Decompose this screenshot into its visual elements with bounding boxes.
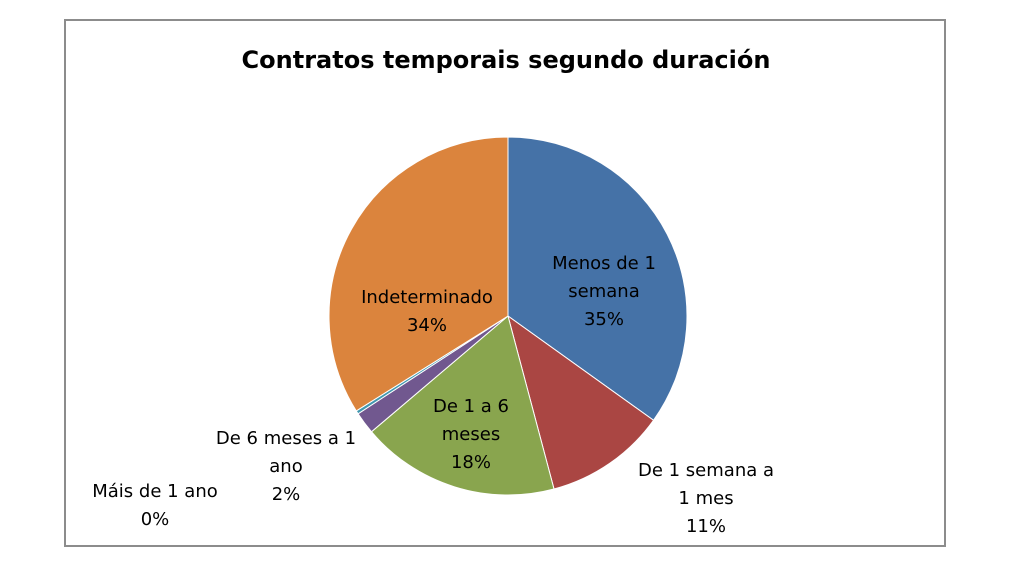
data-label-menos-de-1-semana: Menos de 1 semana 35% <box>552 253 656 330</box>
pie-slice-de-1-semana-a-1-mes <box>507 314 655 490</box>
chart-title: Contratos temporais segundo duración <box>242 46 771 74</box>
pie-slice-menos-de-1-semana <box>507 136 688 421</box>
pie-slice-de-1-a-6-meses <box>370 315 555 496</box>
data-label-de-6-meses-a-1-ano: De 6 meses a 1 ano 2% <box>216 428 356 505</box>
data-label-indeterminado: Indeterminado 34% <box>361 287 493 336</box>
data-label-de-1-a-6-meses: De 1 a 6 meses 18% <box>433 396 509 473</box>
pie-slice-indeterminado <box>328 136 509 412</box>
data-label-mais-de-1-ano: Máis de 1 ano 0% <box>92 481 218 530</box>
